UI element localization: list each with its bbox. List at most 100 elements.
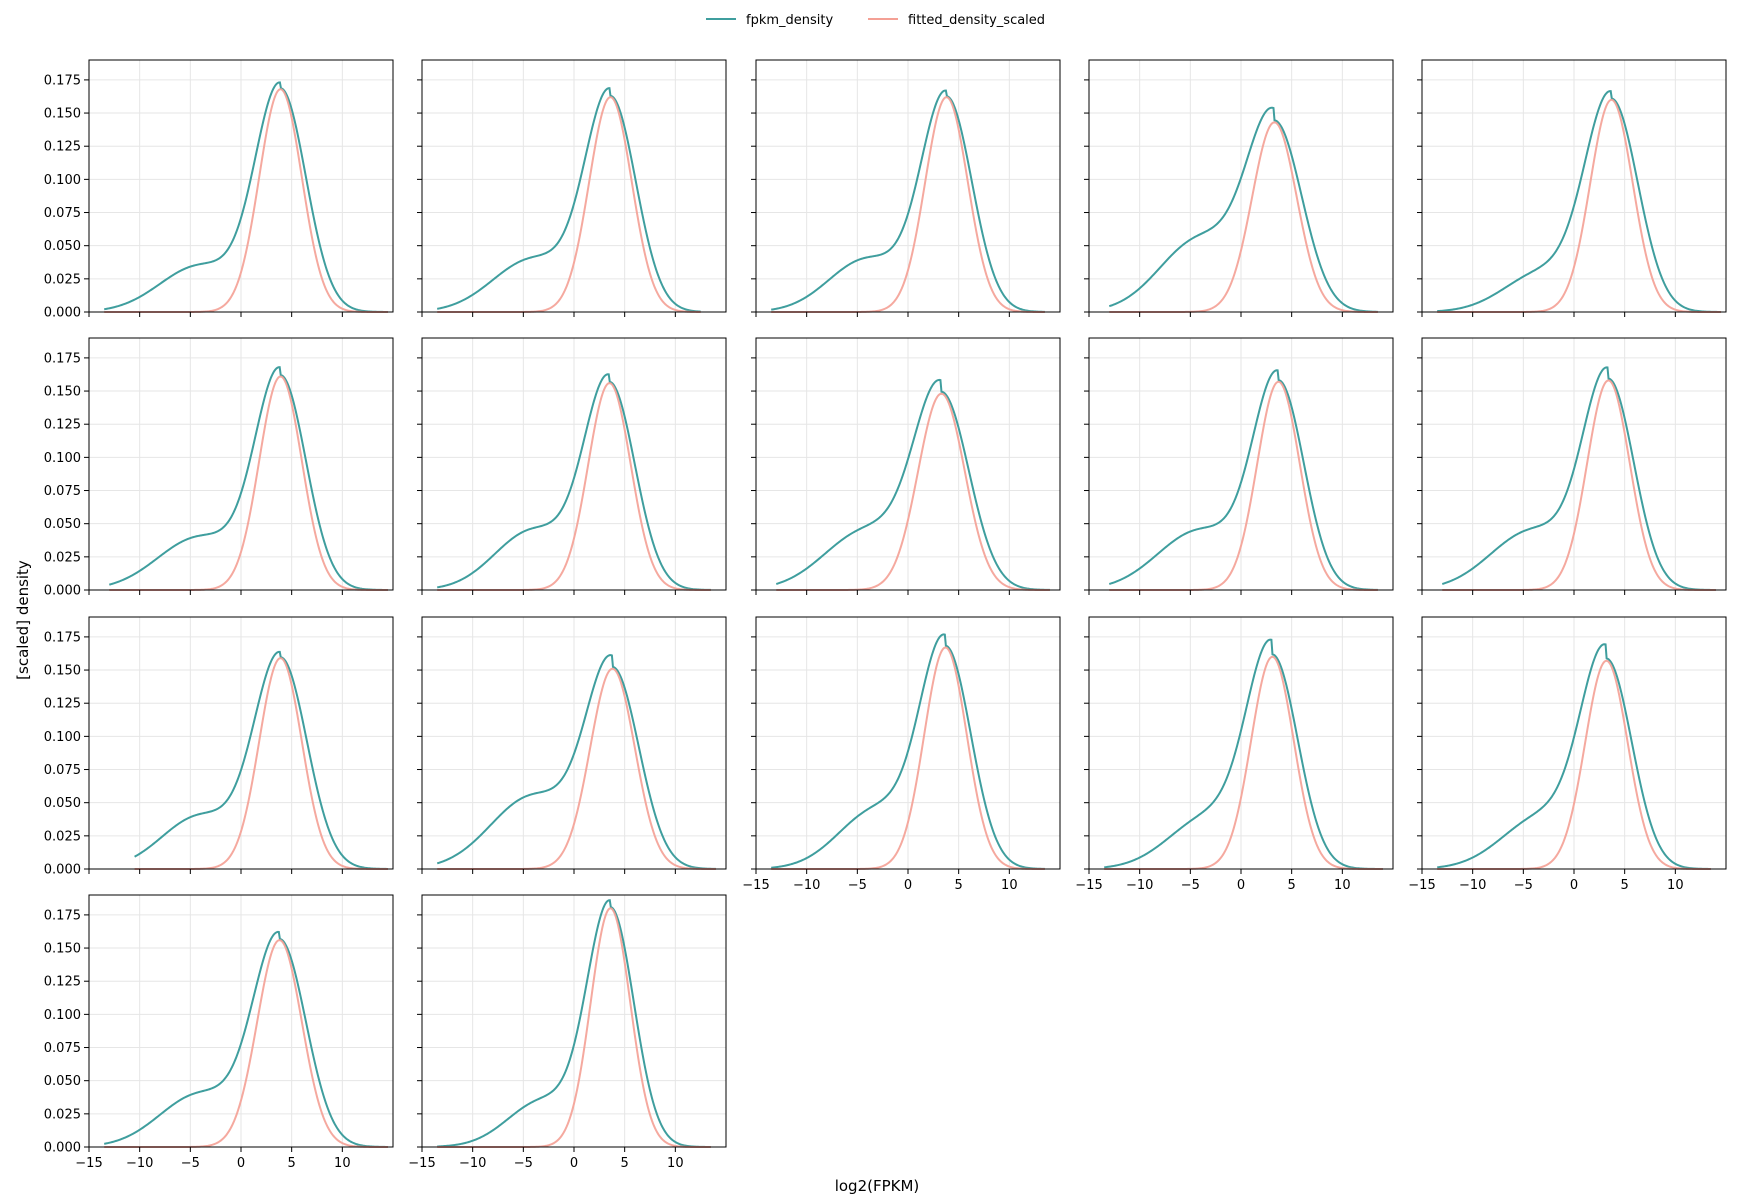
series-line-fpkm-density [775, 378, 1050, 591]
y-tick-label: 0.050 [44, 1074, 81, 1089]
x-tick-label: 5 [621, 1156, 629, 1171]
y-tick-label: 0.150 [44, 107, 81, 122]
x-tick-label: 10 [1334, 878, 1351, 893]
series-line-fpkm-density [134, 650, 388, 870]
x-tick-label: −15 [408, 1156, 435, 1171]
y-tick-label: 0.175 [44, 73, 81, 88]
y-tick-label: 0.050 [44, 517, 81, 532]
series-line-fpkm-density [1108, 106, 1378, 313]
x-tick-label: −15 [742, 878, 769, 893]
x-tick-label: 5 [1288, 878, 1296, 893]
x-tick-label: 10 [1667, 878, 1684, 893]
series-line-fpkm-density [771, 89, 1045, 313]
legend-label-fpkm-density: fpkm_density [746, 13, 833, 28]
y-tick-label: 0.100 [44, 173, 81, 188]
facet-panel-6: 0.000 0.025 0.050 0.075 0.100 0.125 0.150 0.175 [44, 337, 394, 599]
x-tick-label: −5 [514, 1156, 533, 1171]
facet-panel-2 [417, 59, 727, 317]
x-axis-label: log2(FPKM) [835, 1177, 920, 1195]
x-tick-label: 0 [570, 1156, 578, 1171]
facet-panel-4 [1084, 59, 1394, 317]
x-tick-label: −5 [1514, 878, 1533, 893]
x-tick-label: 10 [334, 1156, 351, 1171]
y-tick-label: 0.100 [44, 730, 81, 745]
x-tick-label: −5 [1181, 878, 1200, 893]
facet-panel-10 [1417, 337, 1727, 595]
y-tick-label: 0.075 [44, 1041, 81, 1056]
facet-panel-14: −15 −10 −5 0 5 10 [1075, 616, 1394, 893]
x-tick-label: −10 [126, 1156, 153, 1171]
x-tick-label: 10 [667, 1156, 684, 1171]
y-tick-label: 0.000 [44, 306, 81, 321]
facet-panel-13: −15 −10 −5 0 5 10 [742, 616, 1061, 893]
x-tick-label: 0 [1237, 878, 1245, 893]
y-tick-label: 0.075 [44, 206, 81, 221]
y-tick-label: 0.175 [44, 908, 81, 923]
y-tick-label: 0.050 [44, 239, 81, 254]
y-tick-label: 0.075 [44, 484, 81, 499]
y-tick-label: 0.025 [44, 550, 81, 565]
facet-panel-12 [417, 616, 727, 874]
x-tick-label: 0 [237, 1156, 245, 1171]
series-line-fpkm-density [1104, 638, 1383, 870]
x-tick-label: −10 [1126, 878, 1153, 893]
facet-panel-17: −15 −10 −5 0 5 10 [408, 894, 727, 1171]
facet-panel-7 [417, 337, 727, 595]
y-tick-label: 0.050 [44, 796, 81, 811]
series-line-fpkm-density [437, 899, 711, 1148]
series-line-fpkm-density [437, 87, 701, 313]
series-line-fpkm-density [104, 81, 388, 313]
y-tick-label: 0.000 [44, 1141, 81, 1156]
x-tick-label: −10 [1459, 878, 1486, 893]
facet-panel-8 [751, 337, 1061, 595]
x-tick-label: −10 [793, 878, 820, 893]
y-tick-label: 0.150 [44, 664, 81, 679]
x-tick-label: −15 [1075, 878, 1102, 893]
series-line-fpkm-density [1437, 643, 1711, 870]
y-tick-label: 0.175 [44, 630, 81, 645]
series-line-fpkm-density [1441, 366, 1716, 591]
y-axis-label: [scaled] density [14, 560, 32, 680]
x-tick-label: −10 [459, 1156, 486, 1171]
legend: fpkm_density fitted_density_scaled [706, 13, 1045, 28]
series-line-fpkm-density [1108, 369, 1378, 591]
y-tick-label: 0.125 [44, 140, 81, 155]
facet-panel-9 [1084, 337, 1394, 595]
y-tick-label: 0.150 [44, 942, 81, 957]
x-tick-label: −15 [1408, 878, 1435, 893]
facet-panel-5 [1417, 59, 1727, 317]
y-tick-label: 0.125 [44, 418, 81, 433]
facet-panel-11: 0.000 0.025 0.050 0.075 0.100 0.125 0.150 0.175 [44, 616, 394, 878]
x-tick-label: 10 [1001, 878, 1018, 893]
x-tick-label: −15 [75, 1156, 102, 1171]
x-tick-label: −5 [848, 878, 867, 893]
y-tick-label: 0.025 [44, 1107, 81, 1122]
facet-panel-1: 0.000 0.025 0.050 0.075 0.100 0.125 0.150 0.175 [44, 59, 394, 321]
legend-label-fitted-density-scaled: fitted_density_scaled [908, 13, 1045, 28]
x-tick-label: 0 [904, 878, 912, 893]
facet-panels: 0.000 0.025 0.050 0.075 0.100 0.125 0.150 0.175… [44, 59, 1727, 1171]
x-tick-label: 5 [955, 878, 963, 893]
x-tick-label: 5 [1621, 878, 1629, 893]
x-tick-label: 0 [1570, 878, 1578, 893]
facet-panel-16: 0.000 0.025 0.050 0.075 0.100 0.125 0.150 0.175… [44, 894, 394, 1171]
facet-panel-3 [751, 59, 1061, 317]
y-tick-label: 0.175 [44, 351, 81, 366]
y-tick-label: 0.075 [44, 763, 81, 778]
facet-panel-15: −15 −10 −5 0 5 10 [1408, 616, 1727, 893]
y-tick-label: 0.000 [44, 863, 81, 878]
y-tick-label: 0.000 [44, 584, 81, 599]
series-line-fpkm-density [104, 930, 388, 1148]
y-tick-label: 0.125 [44, 975, 81, 990]
x-tick-label: −5 [181, 1156, 200, 1171]
series-line-fpkm-density [436, 654, 716, 870]
y-tick-label: 0.150 [44, 385, 81, 400]
y-tick-label: 0.125 [44, 697, 81, 712]
series-line-fpkm-density [1437, 90, 1721, 313]
x-tick-label: 5 [288, 1156, 296, 1171]
series-line-fpkm-density [771, 633, 1045, 870]
y-tick-label: 0.100 [44, 1008, 81, 1023]
y-tick-label: 0.025 [44, 272, 81, 287]
y-tick-label: 0.100 [44, 451, 81, 466]
